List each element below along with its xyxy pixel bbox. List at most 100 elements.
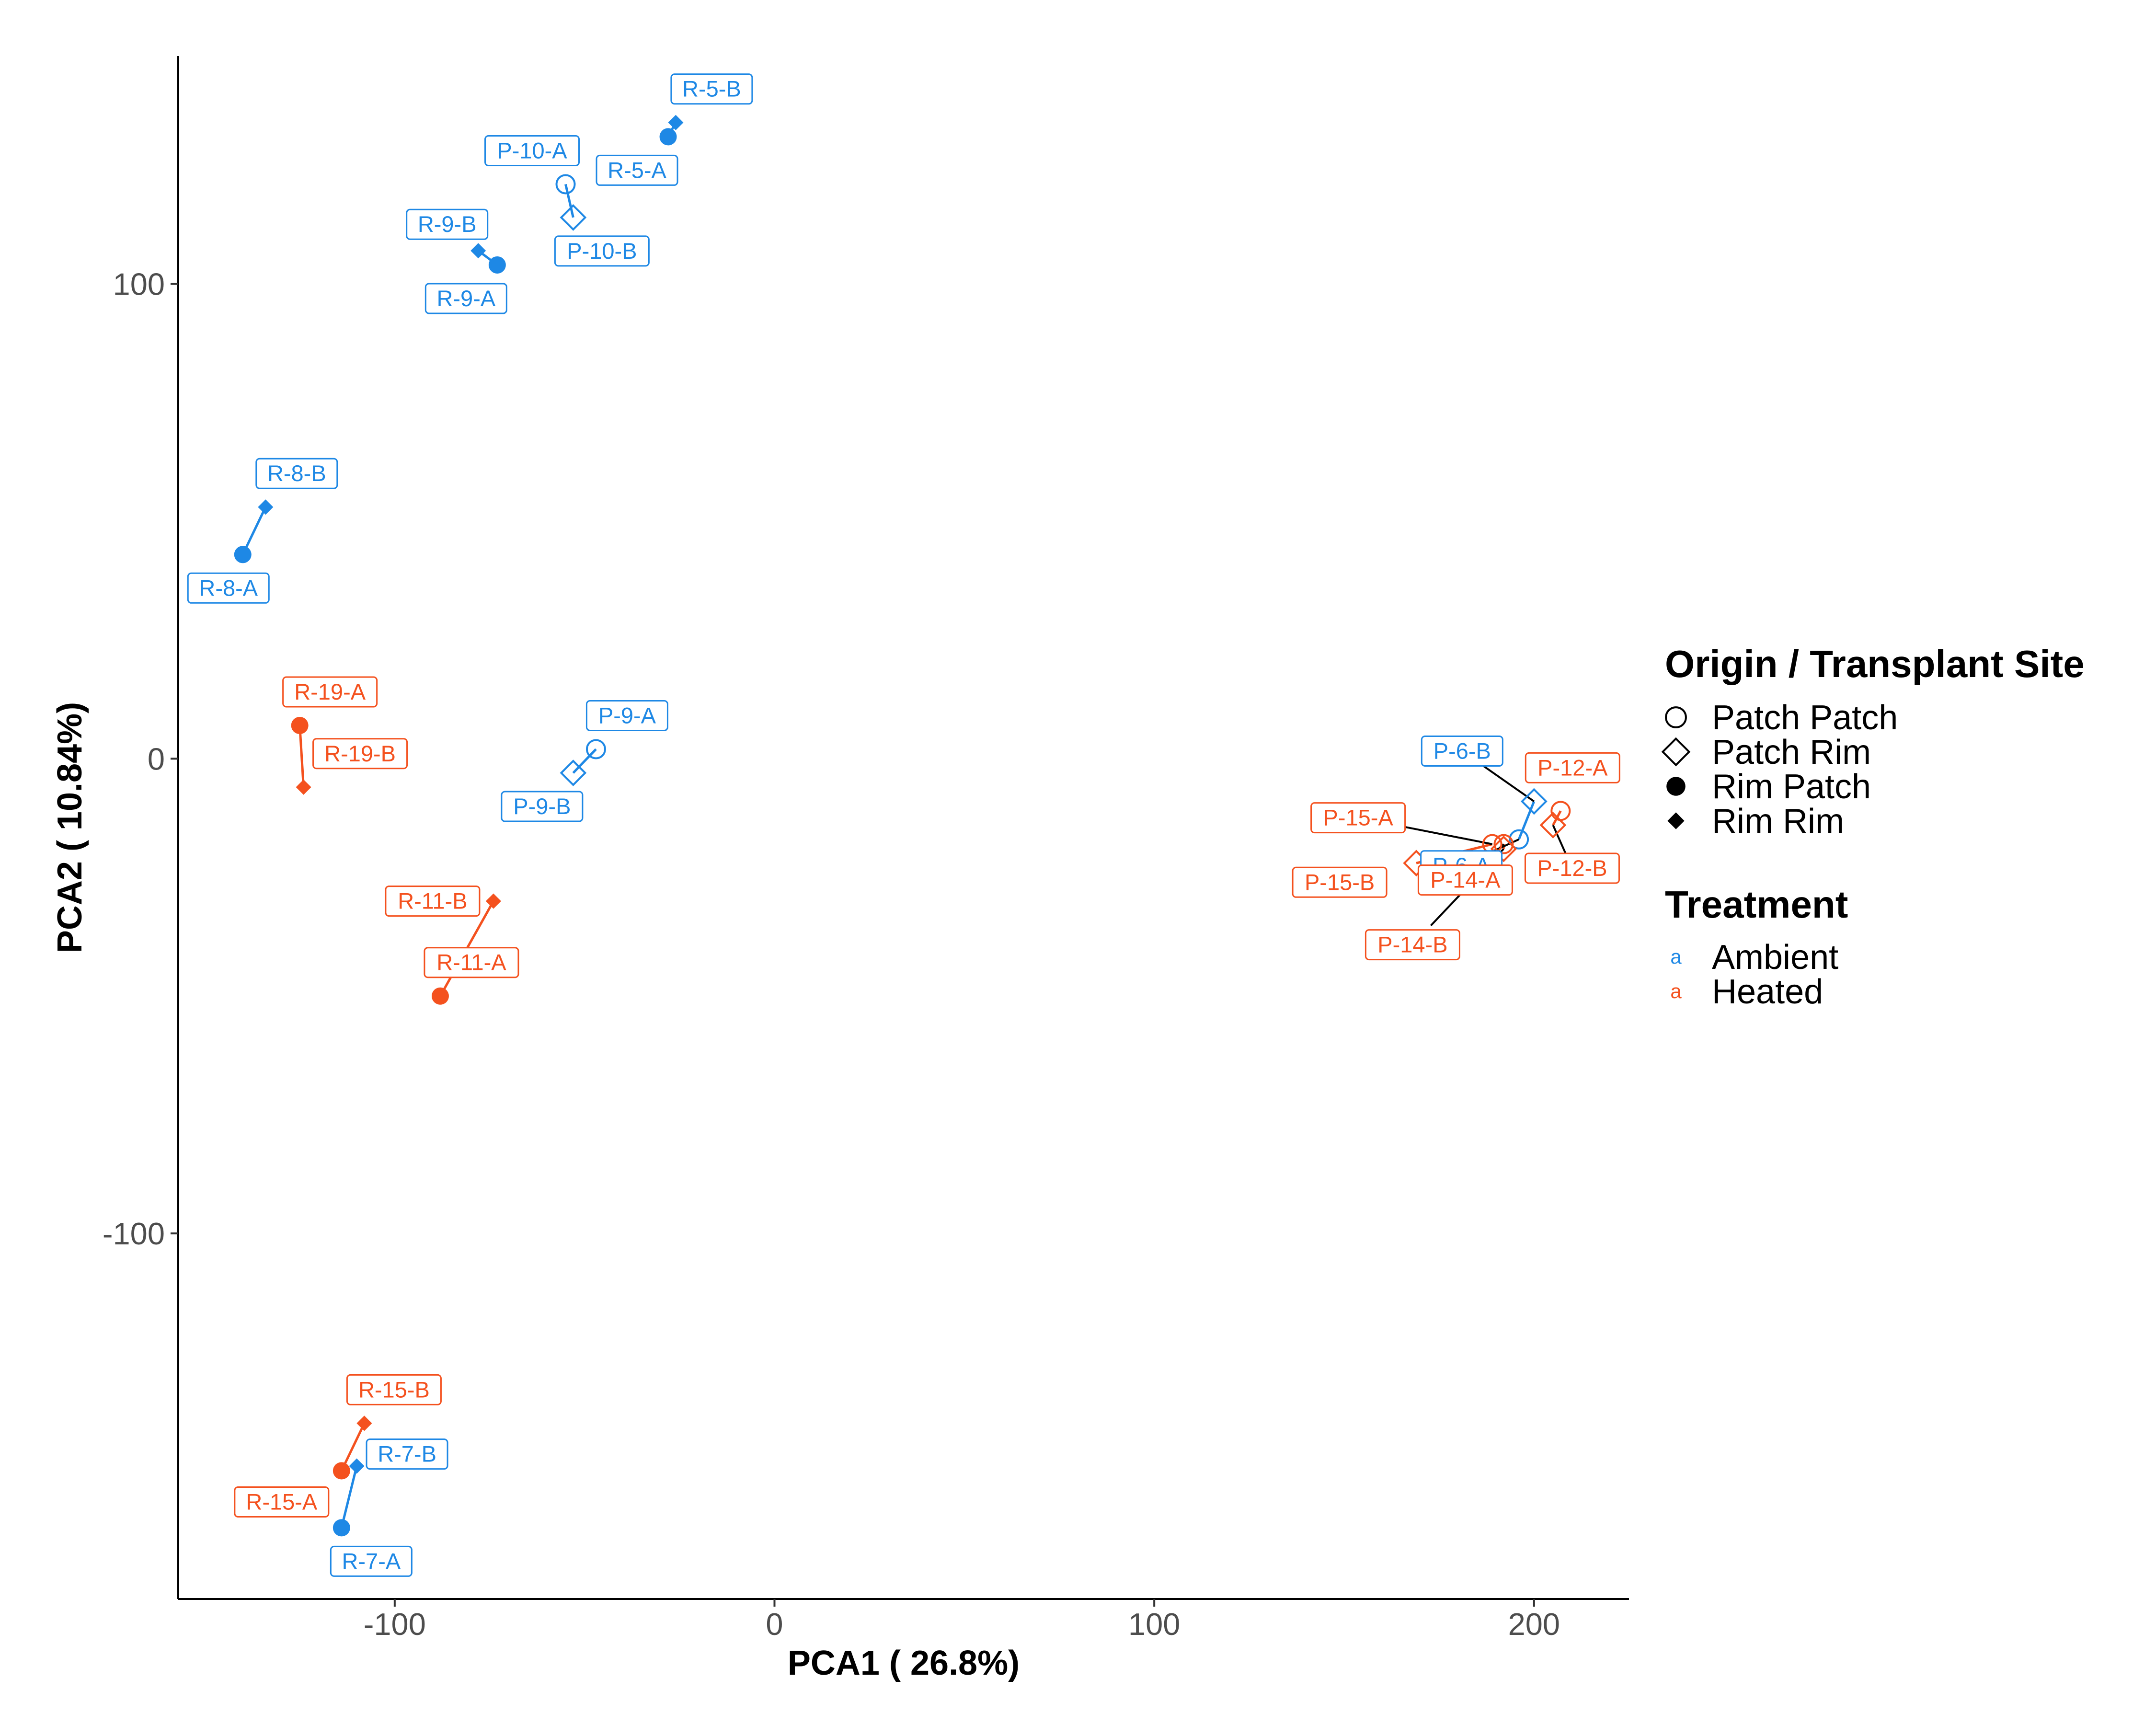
point-r-15-a [333,1462,350,1480]
label-box [1525,752,1620,783]
label-box [501,791,584,822]
label-p-15-b: P-15-B [1292,866,1388,898]
axes [177,56,1629,1600]
point-r-8-b [258,499,274,515]
label-text: R-9-A [436,286,495,311]
x-tick-label: 200 [1508,1607,1560,1642]
point-r-7-a [333,1519,350,1537]
label-r-5-a: R-5-A [596,154,678,186]
label-text: R-9-B [418,211,477,237]
legend-shape-title: Origin / Transplant Site [1665,643,2085,685]
point-p-14-a [1493,834,1514,854]
x-tick-label: 0 [766,1607,783,1642]
legend-item-heated: a Heated [1670,973,1823,1011]
legend-key-rim-patch [1666,777,1686,796]
legend-key-rim-rim [1667,812,1685,829]
label-box [1310,802,1406,834]
label-r-15-b: R-15-B [346,1374,442,1405]
label-r-9-b: R-9-B [406,208,489,240]
x-axis-ticks: -100 0 100 200 [364,1599,1560,1642]
legend-item-patch-patch: Patch Patch [1665,699,1898,737]
point-p-14-b [1490,835,1517,862]
label-box [1524,852,1620,884]
label-box [484,135,580,167]
label-r-8-b: R-8-B [255,458,338,489]
label-text: R-7-A [342,1548,401,1574]
label-box [346,1374,442,1405]
label-box [585,700,668,732]
point-r-19-b [296,779,311,795]
pair-line-r-19-a [298,725,305,787]
x-axis-title: PCA1 ( 26.8%) [788,1644,1020,1682]
x-tick-label: 100 [1128,1607,1180,1642]
label-text: R-15-B [358,1377,430,1402]
point-p-10-b [560,204,587,231]
point-r-5-b [668,115,684,130]
point-r-5-a [659,128,677,146]
label-r-8-a: R-8-A [187,572,270,604]
legend-key-patch-rim [1661,737,1691,767]
label-r-5-b: R-5-B [670,73,753,105]
label-box [554,235,650,267]
label-box [255,458,338,489]
y-tick-label: -100 [103,1216,165,1251]
label-p-12-a: P-12-A [1525,752,1620,783]
label-text: R-19-B [324,741,396,766]
label-text: P-9-B [513,794,571,819]
point-r-7-b [349,1458,365,1474]
point-r-15-b [356,1415,372,1431]
point-r-11-b [485,893,501,909]
point-r-19-a [291,716,309,734]
pair-line-r-7-a [340,1465,358,1528]
legend-treatment-title: Treatment [1665,883,1848,926]
label-leaders [1385,760,1570,926]
label-p-6-b: P-6-B [1421,736,1503,767]
point-r-9-b [470,243,486,259]
label-text: R-8-B [267,460,326,486]
point-r-8-a [234,546,252,564]
label-text: P-12-B [1537,855,1607,881]
label-p-12-b: P-12-B [1524,852,1620,884]
label-r-19-a: R-19-A [282,676,378,708]
pair-line-p-10-a [564,184,574,218]
label-text: P-9-A [598,703,656,728]
y-axis-title: PCA2 ( 10.84%) [51,702,89,953]
label-r-11-a: R-11-A [424,947,519,978]
label-r-7-b: R-7-B [366,1438,448,1470]
label-text: R-19-A [294,679,366,704]
label-box [596,154,678,186]
legend-treatment-items: a Ambient a Heated [1670,938,1838,1011]
label-box [424,947,519,978]
label-text: R-7-B [378,1441,436,1467]
legend-item-rim-patch: Rim Patch [1666,768,1871,806]
label-p-14-b: P-14-B [1365,929,1460,961]
label-text: R-5-B [682,76,741,102]
legend-key-glyph: a [1670,980,1682,1002]
label-text: R-15-A [246,1489,318,1514]
legend-label: Rim Rim [1712,802,1844,840]
label-p-10-b: P-10-B [554,235,650,267]
legend: Origin / Transplant Site Patch PatchPatc… [1661,643,2085,1011]
label-text: P-14-A [1430,867,1501,893]
y-tick-label: 100 [113,267,165,302]
label-p-14-a: P-14-A [1417,864,1513,896]
label-text: P-10-A [497,138,567,163]
legend-item-rim-rim: Rim Rim [1667,802,1844,840]
label-box [1417,864,1513,896]
label-box [312,738,408,770]
label-r-11-b: R-11-B [385,886,481,917]
label-text: P-14-B [1377,932,1447,957]
label-text: R-8-A [199,575,258,600]
legend-label: Heated [1712,973,1823,1011]
label-text: P-12-A [1537,755,1608,780]
label-text: P-6-B [1434,738,1491,764]
point-p-12-b [1539,812,1567,839]
legend-key-glyph: a [1670,945,1682,968]
label-r-15-a: R-15-A [234,1486,330,1518]
legend-label: Ambient [1712,938,1838,977]
pair-line-r-15-a [340,1423,366,1472]
point-p-6-a [1509,829,1529,850]
label-text: P-10-B [567,238,637,264]
